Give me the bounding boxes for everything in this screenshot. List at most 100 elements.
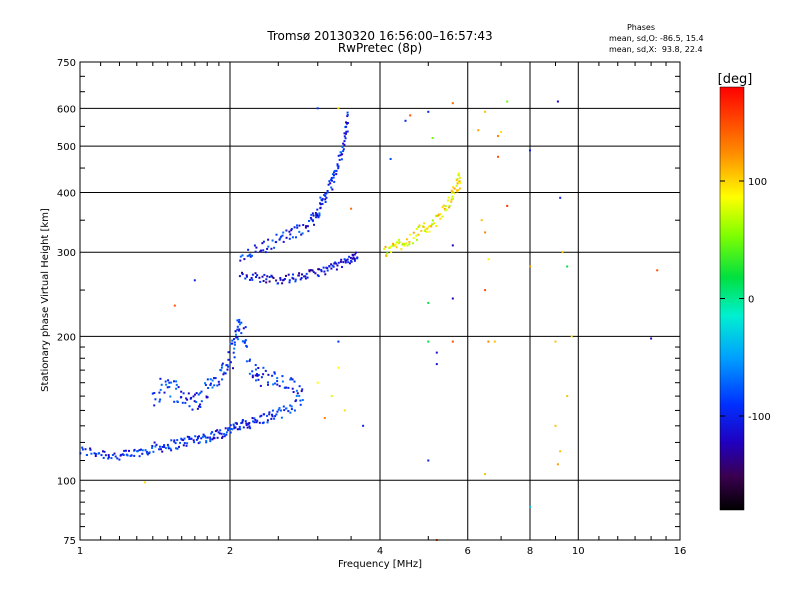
trace-echo [271, 275, 274, 278]
trace-echo [353, 259, 356, 262]
trace-echo [232, 351, 235, 354]
trace-echo [412, 231, 415, 234]
trace-echo [266, 247, 269, 250]
scatter-echo [559, 196, 562, 199]
trace-echo [293, 409, 296, 412]
trace-echo [89, 448, 92, 451]
trace-echo [281, 282, 284, 285]
trace-echo [223, 371, 226, 374]
trace-echo [341, 266, 343, 268]
trace-echo [148, 451, 151, 454]
scatter-echo [362, 424, 365, 427]
trace-echo [195, 438, 198, 441]
trace-echo [225, 433, 228, 436]
trace-echo [459, 182, 462, 185]
trace-echo [249, 427, 252, 430]
trace-echo [341, 153, 344, 156]
trace-echo [290, 229, 293, 232]
trace-echo [191, 408, 194, 411]
trace-echo [261, 275, 264, 278]
trace-echo [229, 342, 232, 345]
trace-echo [457, 189, 460, 192]
trace-echo [304, 277, 307, 280]
trace-echo [308, 220, 310, 222]
trace-echo [192, 439, 195, 442]
trace-echo [233, 338, 235, 341]
trace-echo [94, 453, 97, 455]
trace-echo [398, 242, 400, 245]
trace-echo [159, 448, 162, 451]
trace-echo [289, 404, 292, 407]
phase-stats-title: Phases [627, 23, 655, 32]
trace-echo [205, 396, 208, 399]
trace-echo [232, 367, 234, 370]
trace-echo [263, 273, 266, 276]
trace-echo [299, 399, 302, 402]
trace-echo [280, 235, 283, 238]
trace-echo [439, 217, 442, 220]
trace-echo [230, 427, 232, 430]
trace-echo [334, 169, 337, 172]
trace-echo [209, 382, 212, 385]
trace-echo [218, 383, 221, 386]
trace-echo [216, 429, 219, 432]
trace-echo [342, 261, 345, 264]
trace-echo [252, 420, 254, 423]
scatter-echo [451, 297, 454, 300]
trace-echo [266, 275, 269, 278]
trace-echo [229, 361, 232, 364]
trace-echo [294, 278, 297, 281]
trace-echo [318, 214, 321, 217]
trace-echo [102, 450, 104, 453]
trace-echo [278, 238, 281, 241]
trace-echo [173, 439, 176, 442]
scatter-echo [343, 409, 346, 412]
trace-echo [113, 452, 116, 455]
trace-echo [343, 258, 346, 261]
trace-echo [441, 206, 444, 209]
trace-echo [386, 252, 389, 255]
trace-echo [276, 383, 279, 386]
trace-echo [240, 422, 243, 425]
trace-echo [287, 386, 290, 389]
y-tick-label: 300 [57, 248, 76, 259]
scatter-echo [337, 107, 340, 110]
trace-echo [232, 423, 235, 426]
trace-echo [206, 436, 209, 439]
trace-echo [227, 429, 230, 432]
trace-echo [153, 392, 156, 394]
trace-echo [344, 137, 347, 140]
trace-echo [278, 385, 281, 388]
trace-echo [211, 386, 214, 389]
trace-echo [310, 218, 313, 221]
trace-echo [175, 380, 178, 383]
trace-echo [396, 241, 398, 244]
trace-echo [268, 413, 271, 416]
trace-echo [256, 419, 259, 422]
trace-echo [417, 226, 420, 228]
trace-echo [266, 419, 269, 422]
trace-echo [291, 236, 294, 239]
trace-echo [293, 226, 296, 229]
trace-echo [153, 404, 156, 407]
trace-echo [220, 432, 223, 435]
trace-echo [257, 367, 260, 369]
trace-echo [268, 411, 271, 414]
trace-echo [444, 205, 447, 208]
trace-echo [254, 250, 257, 253]
trace-echo [285, 407, 288, 410]
trace-echo [209, 440, 212, 443]
trace-echo [314, 272, 317, 275]
trace-echo [276, 410, 279, 413]
trace-echo [254, 374, 257, 377]
scatter-echo [477, 129, 480, 132]
trace-echo [418, 224, 421, 227]
trace-echo [234, 330, 237, 333]
scatter-echo [427, 340, 430, 343]
trace-echo [205, 441, 208, 444]
trace-echo [213, 437, 216, 440]
trace-echo [224, 372, 227, 375]
scatter-echo [435, 363, 438, 366]
x-tick-label: 1 [77, 546, 83, 557]
trace-echo [343, 143, 346, 146]
